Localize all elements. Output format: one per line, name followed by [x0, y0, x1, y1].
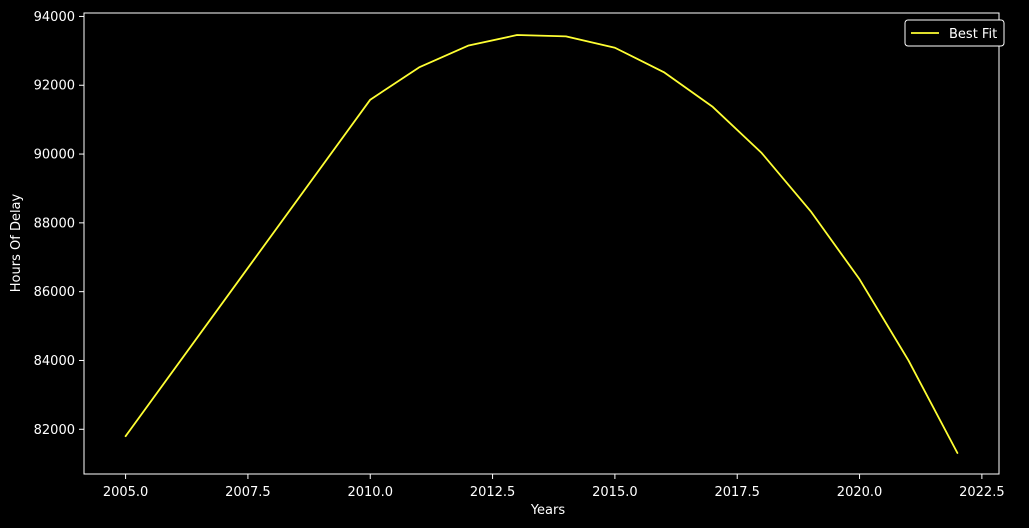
x-tick-label: 2020.0 — [837, 485, 883, 500]
y-axis-label: Hours Of Delay — [9, 193, 24, 292]
x-tick-label: 2012.5 — [470, 485, 516, 500]
x-tick-label: 2005.0 — [103, 485, 149, 500]
y-tick-label: 90000 — [34, 148, 75, 163]
x-axis-label: Years — [530, 503, 566, 518]
plot-frame — [83, 12, 1000, 475]
y-tick-label: 86000 — [34, 285, 75, 300]
series-line-best-fit — [124, 34, 959, 454]
y-tick-label: 84000 — [34, 354, 75, 369]
y-tick-label: 92000 — [34, 79, 75, 94]
y-tick-label: 82000 — [34, 423, 75, 438]
x-tick-label: 2015.0 — [592, 485, 638, 500]
legend-box — [904, 19, 1005, 47]
legend-label: Best Fit — [949, 27, 997, 42]
x-tick-label: 2022.5 — [959, 485, 1005, 500]
y-tick-label: 94000 — [34, 10, 75, 25]
legend: Best Fit — [904, 19, 1005, 47]
plot-area — [84, 13, 999, 474]
y-axis-ticks: 82000 84000 86000 88000 90000 92000 94000 — [34, 10, 84, 438]
x-tick-label: 2017.5 — [714, 485, 760, 500]
x-tick-label: 2010.0 — [347, 485, 393, 500]
y-tick-label: 88000 — [34, 216, 75, 231]
x-axis-ticks: 2005.0 2007.5 2010.0 2012.5 2015.0 2017.5 2020… — [103, 474, 1005, 500]
series-layer — [124, 34, 959, 454]
x-tick-label: 2007.5 — [225, 485, 271, 500]
